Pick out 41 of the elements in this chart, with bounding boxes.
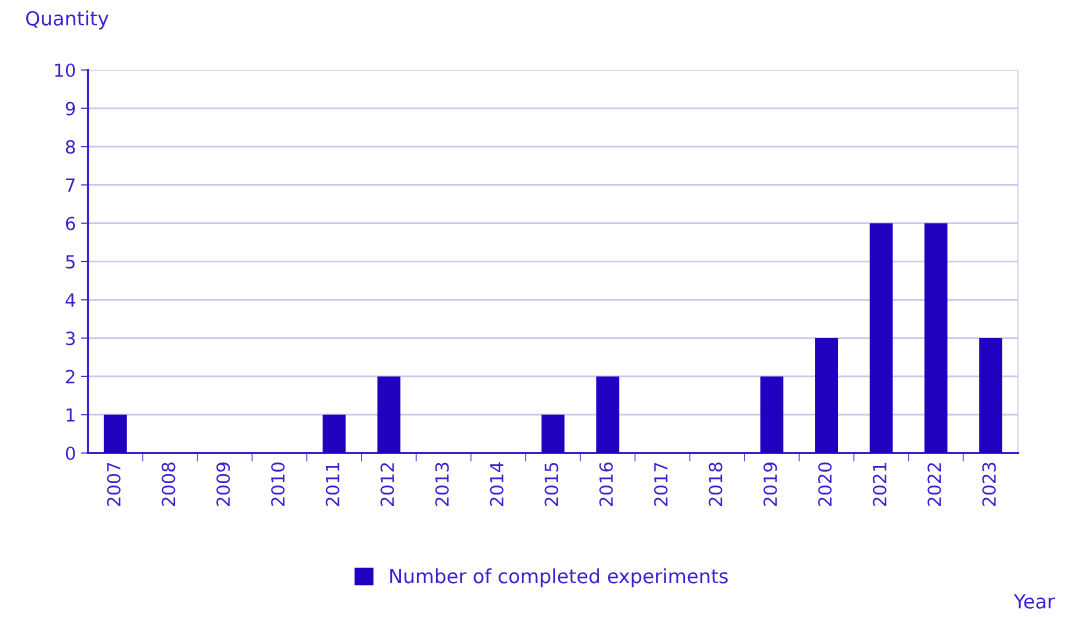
bar xyxy=(103,414,127,453)
x-axis-title: Year xyxy=(1013,594,1055,609)
x-tick-label: 2012 xyxy=(380,463,395,506)
x-tick-label: 2007 xyxy=(106,462,121,506)
y-tick-label: 2 xyxy=(66,369,75,384)
y-tick-label: 7 xyxy=(66,178,75,192)
x-tick-label: 2021 xyxy=(872,463,887,506)
legend-label: Number of completed experiments xyxy=(390,568,728,588)
x-tick-label: 2013 xyxy=(435,462,449,506)
x-tick-label: 2008 xyxy=(161,462,176,506)
bar xyxy=(979,338,1003,453)
x-tick-label: 2010 xyxy=(271,462,285,506)
bar xyxy=(815,338,839,453)
y-tick-label: 6 xyxy=(65,216,76,231)
x-tick-label: 2016 xyxy=(599,462,613,506)
y-tick-label: 4 xyxy=(65,293,76,307)
x-tick-label: 2011 xyxy=(325,463,340,506)
x-tick-label: 2018 xyxy=(708,462,723,506)
bar xyxy=(596,376,620,453)
bar xyxy=(924,223,948,453)
y-tick-label: 10 xyxy=(55,63,75,78)
y-axis-title: Quantity xyxy=(26,10,109,30)
bar xyxy=(377,376,401,453)
x-tick-label: 2020 xyxy=(818,462,832,506)
x-tick-label: 2017 xyxy=(653,462,668,506)
bar xyxy=(869,223,893,453)
y-tick-label: 8 xyxy=(65,140,75,154)
x-tick-label: 2022 xyxy=(927,463,942,506)
x-tick-label: 2019 xyxy=(763,462,778,506)
bar xyxy=(760,376,784,453)
x-tick-label: 2015 xyxy=(544,462,559,506)
bar xyxy=(322,414,346,453)
y-tick-label: 9 xyxy=(65,101,75,116)
y-tick-label: 5 xyxy=(66,255,75,269)
x-tick-label: 2009 xyxy=(216,462,230,506)
x-tick-label: 2014 xyxy=(489,462,504,506)
y-tick-label: 1 xyxy=(66,408,75,422)
y-tick-label: 0 xyxy=(65,446,75,461)
bar xyxy=(541,414,565,453)
x-tick-label: 2023 xyxy=(982,462,996,506)
y-tick-label: 3 xyxy=(66,331,75,346)
